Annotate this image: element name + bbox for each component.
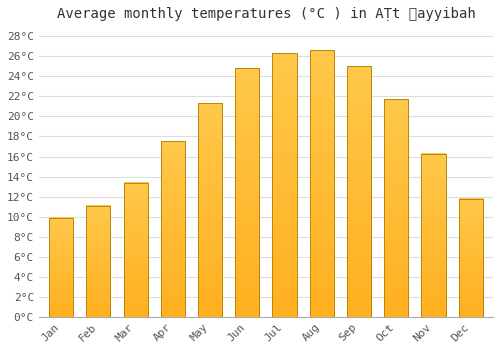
Bar <box>198 103 222 317</box>
Bar <box>422 154 446 317</box>
Bar <box>235 68 260 317</box>
Bar <box>49 218 73 317</box>
Bar <box>160 141 185 317</box>
Bar <box>310 50 334 317</box>
Title: Average monthly temperatures (°C ) in AṬt ẫayyibah: Average monthly temperatures (°C ) in AṬ… <box>56 7 476 21</box>
Bar <box>272 53 296 317</box>
Bar <box>49 218 73 317</box>
Bar <box>347 66 371 317</box>
Bar <box>272 53 296 317</box>
Bar <box>347 66 371 317</box>
Bar <box>198 103 222 317</box>
Bar <box>86 205 110 317</box>
Bar <box>124 183 148 317</box>
Bar <box>160 141 185 317</box>
Bar <box>310 50 334 317</box>
Bar <box>235 68 260 317</box>
Bar <box>124 183 148 317</box>
Bar <box>86 205 110 317</box>
Bar <box>384 99 408 317</box>
Bar <box>422 154 446 317</box>
Bar <box>458 198 483 317</box>
Bar <box>458 198 483 317</box>
Bar <box>384 99 408 317</box>
